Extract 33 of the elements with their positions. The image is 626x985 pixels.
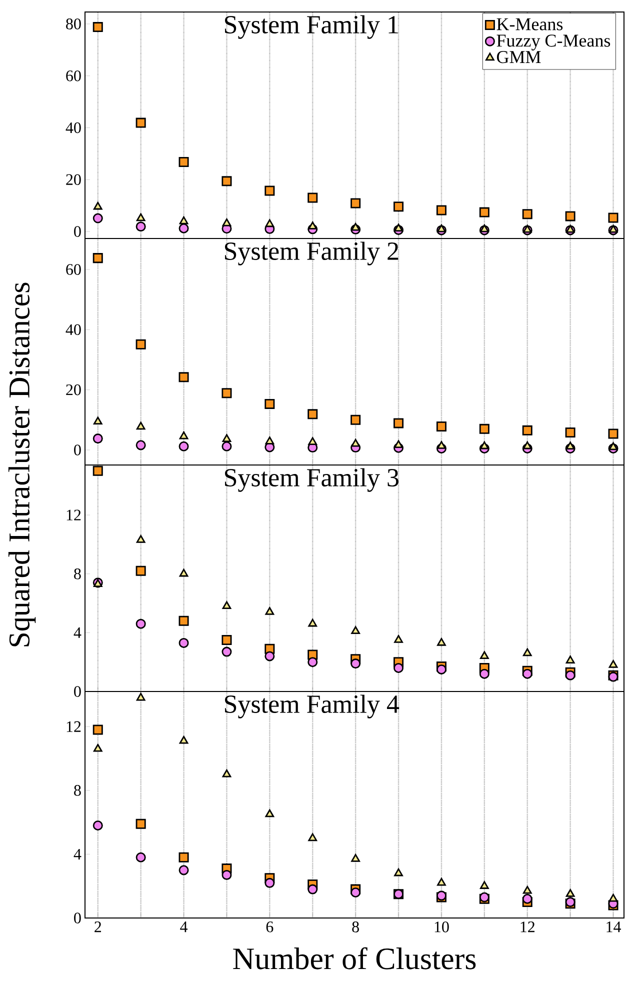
y-tick-label: 80 (66, 18, 81, 30)
legend-label: K-Means (496, 18, 563, 30)
y-tick-label: 8 (74, 785, 81, 796)
x-axis-title: Number of Clusters (233, 947, 476, 970)
x-tick-label: 8 (352, 922, 359, 932)
y-tick-label: 0 (74, 226, 81, 237)
x-tick-label: 10 (434, 922, 449, 932)
chart-title: System Family 3 (225, 468, 398, 492)
x-tick-label: 6 (266, 922, 274, 932)
y-tick-label: 4 (74, 848, 82, 860)
y-tick-label: 4 (74, 627, 82, 638)
y-tick-label: 20 (66, 384, 81, 396)
y-tick-label: 12 (66, 510, 81, 520)
y-tick-label: 0 (74, 912, 81, 924)
y-tick-label: 0 (74, 686, 81, 697)
x-tick-label: 4 (180, 922, 188, 932)
x-tick-label: 2 (94, 922, 102, 932)
y-tick-label: 60 (66, 70, 81, 82)
legend-label: GMM (496, 51, 541, 64)
chart-title: System Family 2 (225, 242, 398, 266)
x-tick-label: 12 (520, 922, 534, 932)
legend-label: Fuzzy C-Means (496, 34, 610, 50)
y-tick-label: 40 (66, 122, 81, 134)
chart-title: System Family 4 (225, 694, 400, 718)
y-tick-label: 12 (66, 721, 81, 732)
chart-title: System Family 1 (225, 15, 398, 39)
y-tick-label: 20 (66, 174, 81, 186)
y-tick-label: 8 (74, 568, 81, 580)
y-tick-label: 60 (66, 264, 81, 275)
y-tick-label: 40 (66, 324, 81, 336)
x-tick-label: 14 (606, 922, 622, 932)
y-tick-label: 0 (74, 444, 81, 456)
y-axis-title: Squared Intracluster Distances (8, 282, 36, 646)
